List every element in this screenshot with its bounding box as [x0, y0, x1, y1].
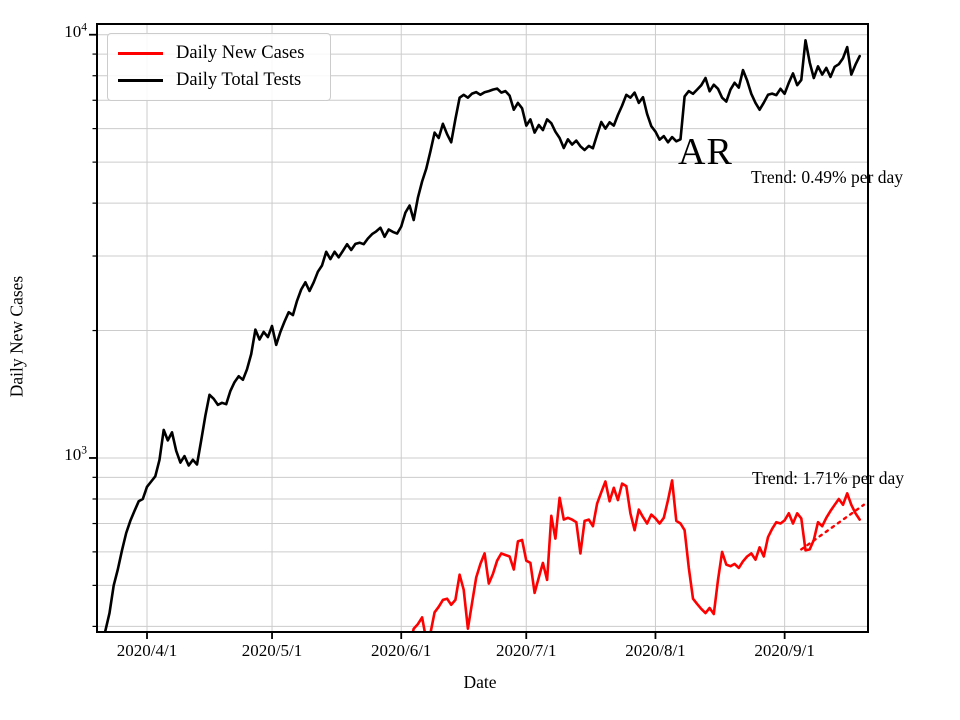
x-tick-label: 2020/8/1: [625, 641, 686, 660]
x-tick-label: 2020/5/1: [241, 641, 303, 660]
series-lines: [103, 38, 865, 632]
gridlines: [97, 24, 868, 632]
legend-item-daily-new-cases: Daily New Cases: [118, 40, 320, 67]
x-tick-label: 2020/6/1: [370, 641, 432, 660]
y-tick-label: 104: [64, 21, 87, 41]
x-axis-label: Date: [463, 672, 497, 692]
x-tick-label: 2020/4/1: [116, 641, 178, 660]
red-line-swatch: [118, 51, 163, 56]
plot-border: [96, 23, 869, 633]
series-line-cases-trend-fit: [800, 503, 865, 551]
legend-label: Daily New Cases: [176, 43, 305, 63]
x-tick-label: 2020/9/1: [754, 641, 815, 660]
x-tick-label: 2020/7/1: [496, 641, 557, 660]
legend: Daily New Cases Daily Total Tests: [107, 33, 331, 101]
series-line-daily-new-cases: [411, 479, 862, 632]
axis-ticks: [89, 33, 786, 639]
cases-trend-annotation: Trend: 1.71% per day: [752, 468, 904, 488]
legend-item-daily-total-tests: Daily Total Tests: [118, 67, 320, 94]
y-axis-label: Daily New Cases: [6, 275, 27, 398]
series-line-daily-total-tests: [103, 38, 862, 632]
tests-trend-annotation: Trend: 0.49% per day: [751, 167, 903, 187]
legend-label: Daily Total Tests: [176, 70, 302, 90]
y-tick-label: 103: [64, 444, 87, 464]
state-annotation: AR: [678, 131, 733, 173]
black-line-swatch: [118, 78, 163, 83]
